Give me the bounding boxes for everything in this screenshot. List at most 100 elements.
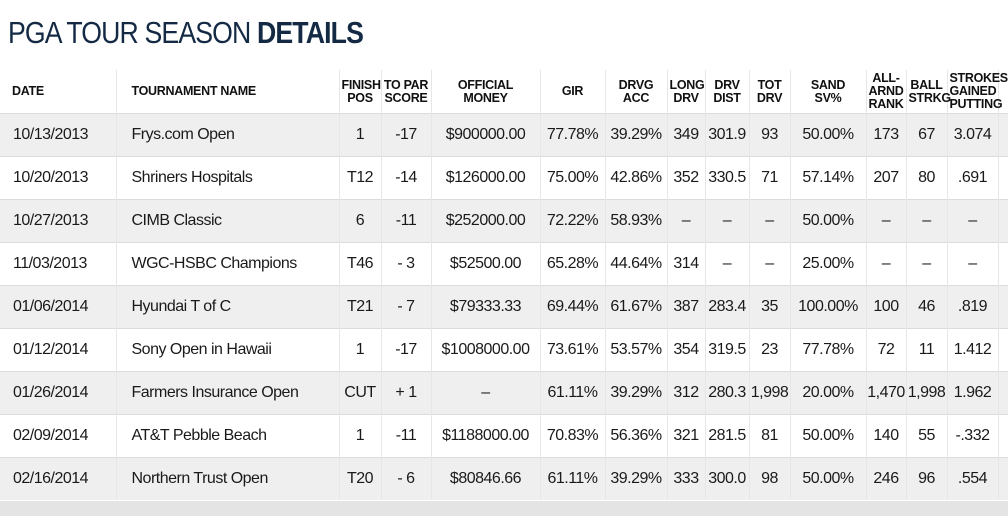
cell-strokes-gained-putting: – [946,242,998,286]
cell-strokes-gained-putting: .554 [946,457,998,500]
header-drvg-acc[interactable]: DRVG ACC [604,70,667,114]
header-all-arnd-rank[interactable]: ALL- ARND RANK [865,70,906,114]
header-label-to-par-score: TO PAR [383,77,429,92]
header-long-drv[interactable]: LONG DRV [666,70,705,114]
header-label-sand-sv: SV% [814,90,842,105]
cell-all-arnd-rank: 173 [865,113,906,157]
cell-p [997,242,1008,286]
cell-sand-sv: 57.14% [789,156,866,200]
cell-p [997,199,1008,243]
cell-sand-sv: 25.00% [789,242,866,286]
cell-gir: 70.83% [539,414,605,458]
cell-tot-drv: 71 [748,156,790,200]
cell-all-arnd-rank: – [865,199,906,243]
cell-official-money: – [430,371,540,415]
header-tournament-name[interactable]: TOURNAMENT NAME [115,70,339,114]
cell-strokes-gained-putting: 3.074 [946,113,998,157]
cell-sand-sv: 50.00% [789,414,866,458]
header-label-sand-sv: SAND [810,77,846,92]
header-label-tournament-name: TOURNAMENT NAME [131,84,257,98]
header-tot-drv[interactable]: TOT DRV [748,70,790,114]
header-sand-sv[interactable]: SAND SV% [789,70,866,114]
cell-p [997,113,1008,157]
cell-long-drv: 314 [666,242,705,286]
cell-strokes-gained-putting: – [946,199,998,243]
cell-finish-pos: 1 [338,328,381,372]
cell-tournament-name: Northern Trust Open [115,457,339,500]
cell-strokes-gained-putting: 1.962 [946,371,998,415]
header-drv-dist[interactable]: DRV DIST [704,70,749,114]
header-label-official-money: MONEY [463,90,508,105]
cell-all-arnd-rank: 246 [865,457,906,500]
cell-ball-strkg: 67 [905,113,947,157]
page-title-bold: DETAILS [256,15,364,50]
season-details-table: DATE TOURNAMENT NAME FINISH POS TO PAR SCORE O… [0,70,1008,500]
table-row: 10/13/2013 Frys.com Open 1 -17 $900000.00 77.… [0,113,1008,157]
cell-drvg-acc: 44.64% [604,242,667,286]
cell-to-par-score: -17 [380,113,431,157]
cell-all-arnd-rank: 207 [865,156,906,200]
cell-drv-dist: – [704,199,749,243]
header-label-strokes-gained-putting: PUTTING [949,97,1003,111]
header-label-date: DATE [12,84,44,98]
page-title-light: PGA TOUR SEASON [8,15,257,50]
cell-all-arnd-rank: 1,470 [865,371,906,415]
cell-drv-dist: 283.4 [704,285,749,329]
table-body: 10/13/2013 Frys.com Open 1 -17 $900000.00 77.… [0,113,1008,500]
header-finish-pos[interactable]: FINISH POS [338,70,381,114]
cell-gir: 61.11% [539,371,605,415]
cell-tot-drv: – [748,199,790,243]
cell-tournament-name: Farmers Insurance Open [115,371,339,415]
cell-strokes-gained-putting: .691 [946,156,998,200]
cell-finish-pos: CUT [338,371,381,415]
header-p[interactable]: P [997,70,1008,114]
cell-all-arnd-rank: 100 [865,285,906,329]
cell-official-money: $1008000.00 [430,328,540,372]
cell-sand-sv: 50.00% [789,113,866,157]
header-label-strokes-gained-putting: GAINED [949,84,997,98]
header-official-money[interactable]: OFFICIAL MONEY [430,70,540,114]
cell-long-drv: 354 [666,328,705,372]
cell-tot-drv: 35 [748,285,790,329]
cell-tot-drv: 1,998 [748,371,790,415]
cell-strokes-gained-putting: 1.412 [946,328,998,372]
cell-gir: 77.78% [539,113,605,157]
cell-drvg-acc: 53.57% [604,328,667,372]
cell-sand-sv: 77.78% [789,328,866,372]
header-label-drv-dist: DIST [713,90,741,105]
cell-drvg-acc: 39.29% [604,113,667,157]
cell-date: 10/20/2013 [0,156,116,200]
cell-date: 10/13/2013 [0,113,116,157]
header-label-ball-strkg: BALL [910,77,943,92]
cell-tournament-name: Sony Open in Hawaii [115,328,339,372]
table-row: 10/27/2013 CIMB Classic 6 -11 $252000.00 72.2… [0,199,1008,243]
header-ball-strkg[interactable]: BALL STRKG [905,70,952,114]
table-row: 02/09/2014 AT&T Pebble Beach 1 -11 $1188000.… [0,414,1008,458]
header-label-all-arnd-rank: ALL- [872,71,900,85]
header-to-par-score[interactable]: TO PAR SCORE [380,70,431,114]
cell-finish-pos: 1 [338,414,381,458]
header-label-all-arnd-rank: RANK [868,97,904,111]
header-label-tot-drv: TOT [757,77,782,92]
cell-strokes-gained-putting: -.332 [946,414,998,458]
cell-to-par-score: - 6 [380,457,431,500]
cell-gir: 73.61% [539,328,605,372]
header-date[interactable]: DATE [0,70,116,114]
cell-date: 11/03/2013 [0,242,116,286]
header-gir[interactable]: GIR [539,70,605,114]
cell-to-par-score: - 3 [380,242,431,286]
cell-official-money: $79333.33 [430,285,540,329]
header-label-ball-strkg: STRKG [908,90,952,105]
cell-drvg-acc: 39.29% [604,371,667,415]
cell-to-par-score: -11 [380,414,431,458]
table-row: 01/26/2014 Farmers Insurance Open CUT + 1–6… [0,371,1008,415]
header-strokes-gained-putting[interactable]: STROKES GAINED PUTTING [946,70,1008,114]
cell-ball-strkg: 46 [905,285,947,329]
cell-date: 01/26/2014 [0,371,116,415]
cell-all-arnd-rank: 72 [865,328,906,372]
cell-to-par-score: -17 [380,328,431,372]
cell-all-arnd-rank: 140 [865,414,906,458]
cell-sand-sv: 100.00% [789,285,866,329]
cell-ball-strkg: 11 [905,328,947,372]
cell-finish-pos: 1 [338,113,381,157]
